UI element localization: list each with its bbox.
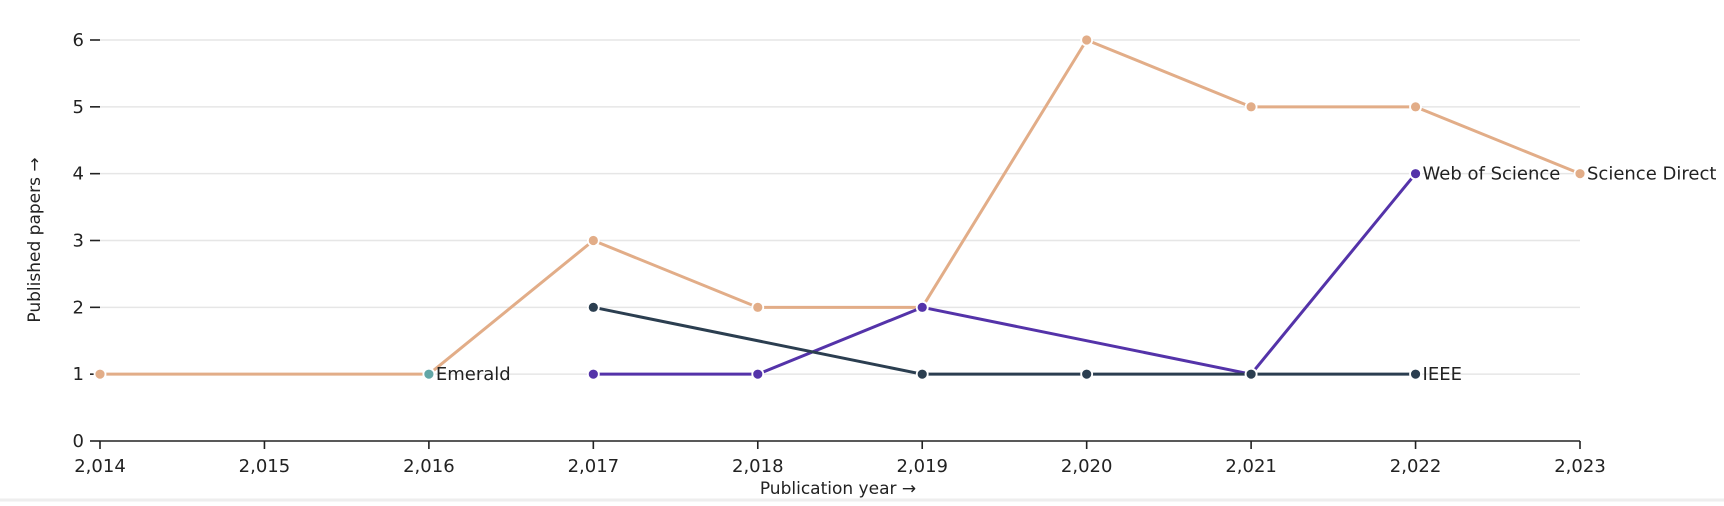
data-point[interactable] xyxy=(1409,367,1422,381)
data-point[interactable] xyxy=(586,367,600,381)
data-point[interactable] xyxy=(1080,33,1094,47)
x-tick-label: 2,015 xyxy=(239,456,291,477)
series-label: IEEE xyxy=(1423,364,1462,385)
x-axis-title: Publication year → xyxy=(760,479,916,499)
x-tick-label: 2,023 xyxy=(1554,456,1606,477)
data-point[interactable] xyxy=(751,367,765,381)
data-point[interactable] xyxy=(93,367,107,381)
series-line xyxy=(591,172,1418,376)
y-tick-label: 1 xyxy=(73,364,84,385)
data-point[interactable] xyxy=(586,234,600,247)
x-tick-label: 2,017 xyxy=(568,456,620,477)
data-point[interactable] xyxy=(1409,100,1422,114)
y-axis-title: Published papers → xyxy=(25,157,45,322)
x-tick-label: 2,019 xyxy=(896,456,948,477)
data-point[interactable] xyxy=(1080,367,1094,381)
data-point[interactable] xyxy=(1409,167,1422,181)
y-tick-label: 0 xyxy=(73,431,84,452)
x-tick-label: 2,018 xyxy=(732,456,784,477)
grid-layer xyxy=(100,39,1580,375)
y-tick-label: 3 xyxy=(73,231,84,252)
y-tick-label: 4 xyxy=(73,164,84,185)
x-tick-label: 2,022 xyxy=(1390,456,1442,477)
series-line xyxy=(591,305,1418,376)
data-point[interactable] xyxy=(422,367,436,381)
data-point[interactable] xyxy=(751,300,765,314)
x-tick-label: 2,021 xyxy=(1225,456,1277,477)
data-point[interactable] xyxy=(1573,167,1587,181)
x-tick-label: 2,014 xyxy=(74,456,126,477)
x-tick-label: 2,020 xyxy=(1061,456,1113,477)
data-point[interactable] xyxy=(915,367,929,381)
y-tick-label: 5 xyxy=(73,97,84,118)
data-point[interactable] xyxy=(586,300,600,314)
series-labels-layer: Science Direct Web of Science IEEE Emerald xyxy=(436,164,1717,385)
series-line xyxy=(98,38,1582,376)
series-label: Web of Science xyxy=(1423,164,1561,185)
x-tick-label: 2,016 xyxy=(403,456,455,477)
axes-layer: 0 1 2 3 4 5 6 2,014 2,015 2,016 2,017 2,018 2,019 2,0… xyxy=(73,30,1606,477)
series-layer xyxy=(93,33,1587,381)
y-tick-label: 2 xyxy=(73,297,84,318)
series-label: Science Direct xyxy=(1587,164,1716,185)
data-point[interactable] xyxy=(915,300,929,314)
data-point[interactable] xyxy=(1244,100,1258,114)
y-tick-label: 6 xyxy=(73,30,84,51)
data-point[interactable] xyxy=(1244,367,1258,381)
series-label: Emerald xyxy=(436,364,511,385)
